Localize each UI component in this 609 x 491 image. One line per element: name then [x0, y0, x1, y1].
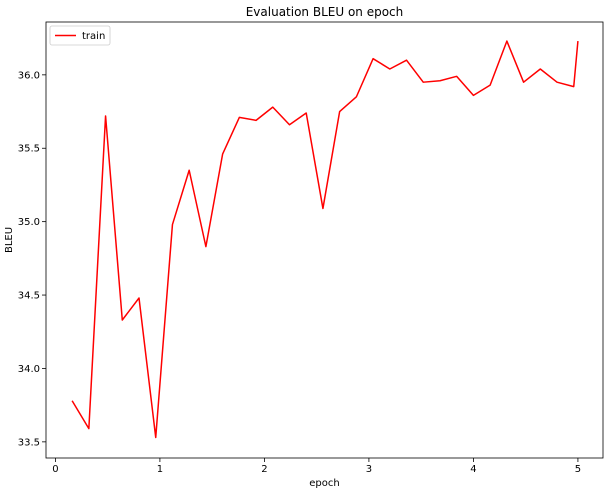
chart-title: Evaluation BLEU on epoch: [246, 5, 404, 19]
y-tick-label: 36.0: [18, 70, 40, 81]
y-tick-label: 34.5: [18, 291, 40, 302]
x-axis-label: epoch: [309, 478, 339, 489]
series-line-train: [71, 40, 579, 439]
y-axis-label: BLEU: [4, 227, 15, 253]
x-tick-label: 3: [366, 464, 372, 475]
plot-frame: [45, 21, 604, 459]
series-layer: [71, 40, 579, 439]
x-tick-label: 1: [157, 464, 163, 475]
y-axis-ticks: 33.5 34.0 34.5 35.0 35.5 36.0: [18, 70, 46, 448]
legend: train: [49, 25, 111, 46]
x-axis-ticks: 0 1 2 3 4 5: [52, 458, 581, 475]
legend-box: [49, 25, 111, 46]
plot-border: [45, 21, 604, 459]
y-tick-label: 35.0: [18, 217, 40, 228]
x-tick-label: 5: [575, 464, 581, 475]
x-tick-label: 4: [470, 464, 476, 475]
x-tick-label: 0: [52, 464, 58, 475]
y-tick-label: 33.5: [18, 437, 40, 448]
y-tick-label: 34.0: [18, 364, 40, 375]
legend-label: train: [82, 31, 105, 42]
x-tick-label: 2: [261, 464, 267, 475]
y-tick-label: 35.5: [18, 144, 40, 155]
